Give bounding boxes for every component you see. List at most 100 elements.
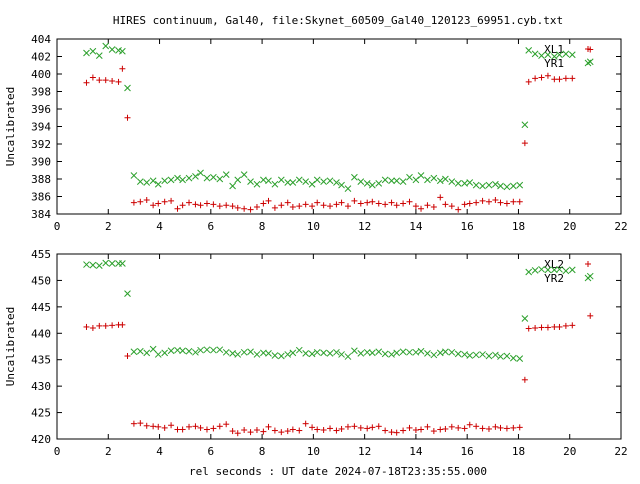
data-point bbox=[357, 178, 365, 185]
data-point bbox=[531, 50, 539, 58]
data-point bbox=[295, 176, 303, 184]
data-point bbox=[492, 197, 499, 203]
data-point bbox=[192, 201, 199, 208]
data-point bbox=[430, 204, 437, 210]
data-point bbox=[149, 345, 157, 353]
data-point bbox=[448, 203, 455, 210]
data-point bbox=[393, 429, 400, 436]
data-point bbox=[466, 179, 474, 186]
data-point bbox=[516, 198, 523, 205]
x-tick-label: 0 bbox=[54, 220, 61, 233]
data-point bbox=[375, 348, 383, 356]
x-tick-label: 0 bbox=[54, 445, 61, 458]
y-tick-label: 398 bbox=[31, 86, 51, 99]
data-point bbox=[357, 424, 364, 431]
data-point bbox=[247, 429, 254, 436]
data-point bbox=[253, 351, 261, 358]
data-point bbox=[260, 200, 267, 207]
data-point bbox=[338, 199, 345, 206]
data-point bbox=[466, 352, 474, 359]
data-point bbox=[466, 421, 473, 428]
data-point bbox=[424, 202, 431, 209]
x-tick-label: 2 bbox=[105, 445, 112, 458]
panel-top-chart: 0 2 4 6 8 10 12 14 16 18 20 22 384 386 388 390 392 394 396… bbox=[4, 33, 628, 233]
data-point bbox=[234, 204, 241, 211]
data-point bbox=[284, 351, 292, 358]
series-XL2 bbox=[83, 312, 594, 437]
data-point bbox=[472, 351, 480, 359]
data-point bbox=[295, 346, 303, 354]
data-point bbox=[338, 425, 345, 432]
data-point bbox=[333, 201, 340, 208]
data-point bbox=[442, 425, 449, 432]
data-point bbox=[143, 349, 151, 357]
data-point bbox=[308, 180, 316, 188]
data-point bbox=[344, 185, 352, 192]
data-point bbox=[538, 265, 545, 273]
data-point bbox=[333, 427, 340, 434]
data-point bbox=[538, 52, 545, 59]
data-point bbox=[149, 177, 157, 185]
x-tick-label: 6 bbox=[208, 445, 215, 458]
data-point bbox=[143, 179, 151, 186]
data-point bbox=[388, 199, 395, 206]
data-point bbox=[308, 350, 316, 358]
y-axis-label: Uncalibrated bbox=[4, 87, 17, 166]
data-point bbox=[351, 347, 358, 355]
data-point bbox=[454, 350, 462, 358]
data-point bbox=[168, 422, 175, 429]
data-point bbox=[461, 351, 468, 358]
data-point bbox=[485, 352, 493, 360]
data-point bbox=[222, 171, 230, 178]
data-point bbox=[544, 266, 552, 274]
series-YR2 bbox=[83, 259, 594, 363]
x-tick-label: 8 bbox=[259, 220, 266, 233]
data-point bbox=[412, 176, 420, 184]
data-point bbox=[556, 265, 563, 273]
data-point bbox=[333, 179, 340, 186]
data-point bbox=[562, 75, 569, 82]
x-tick-label: 4 bbox=[156, 220, 163, 233]
data-point bbox=[510, 198, 517, 205]
data-point bbox=[289, 179, 297, 186]
data-point bbox=[253, 427, 260, 434]
y-tick-label: 402 bbox=[31, 51, 51, 64]
data-point bbox=[531, 267, 539, 274]
data-point bbox=[203, 174, 211, 182]
data-point bbox=[544, 51, 552, 59]
data-point bbox=[556, 76, 563, 83]
data-point bbox=[83, 261, 90, 268]
data-point bbox=[197, 346, 204, 354]
data-point bbox=[472, 181, 480, 189]
x-tick-label: 6 bbox=[208, 220, 215, 233]
data-point bbox=[562, 322, 569, 329]
data-point bbox=[314, 426, 321, 433]
data-point bbox=[130, 172, 138, 179]
x-tick-label: 14 bbox=[409, 220, 423, 233]
data-point bbox=[569, 322, 576, 329]
data-point bbox=[203, 200, 210, 207]
data-point bbox=[136, 178, 144, 185]
data-point bbox=[492, 351, 499, 359]
data-point bbox=[485, 198, 492, 205]
data-point bbox=[137, 420, 144, 427]
data-point bbox=[179, 347, 186, 355]
data-point bbox=[442, 175, 449, 183]
data-point bbox=[569, 75, 576, 82]
y-tick-label: 388 bbox=[31, 173, 51, 186]
data-point bbox=[253, 180, 261, 188]
data-point bbox=[375, 200, 382, 207]
data-point bbox=[314, 199, 321, 206]
data-point bbox=[418, 426, 425, 433]
data-point bbox=[89, 47, 97, 55]
data-point bbox=[95, 262, 103, 269]
data-point bbox=[185, 174, 193, 182]
data-point bbox=[532, 325, 539, 331]
data-point bbox=[241, 427, 248, 434]
data-point bbox=[418, 205, 425, 212]
data-point bbox=[247, 206, 254, 213]
data-point bbox=[313, 348, 321, 356]
data-point bbox=[497, 182, 504, 190]
data-point bbox=[393, 177, 401, 185]
data-point bbox=[309, 424, 316, 431]
